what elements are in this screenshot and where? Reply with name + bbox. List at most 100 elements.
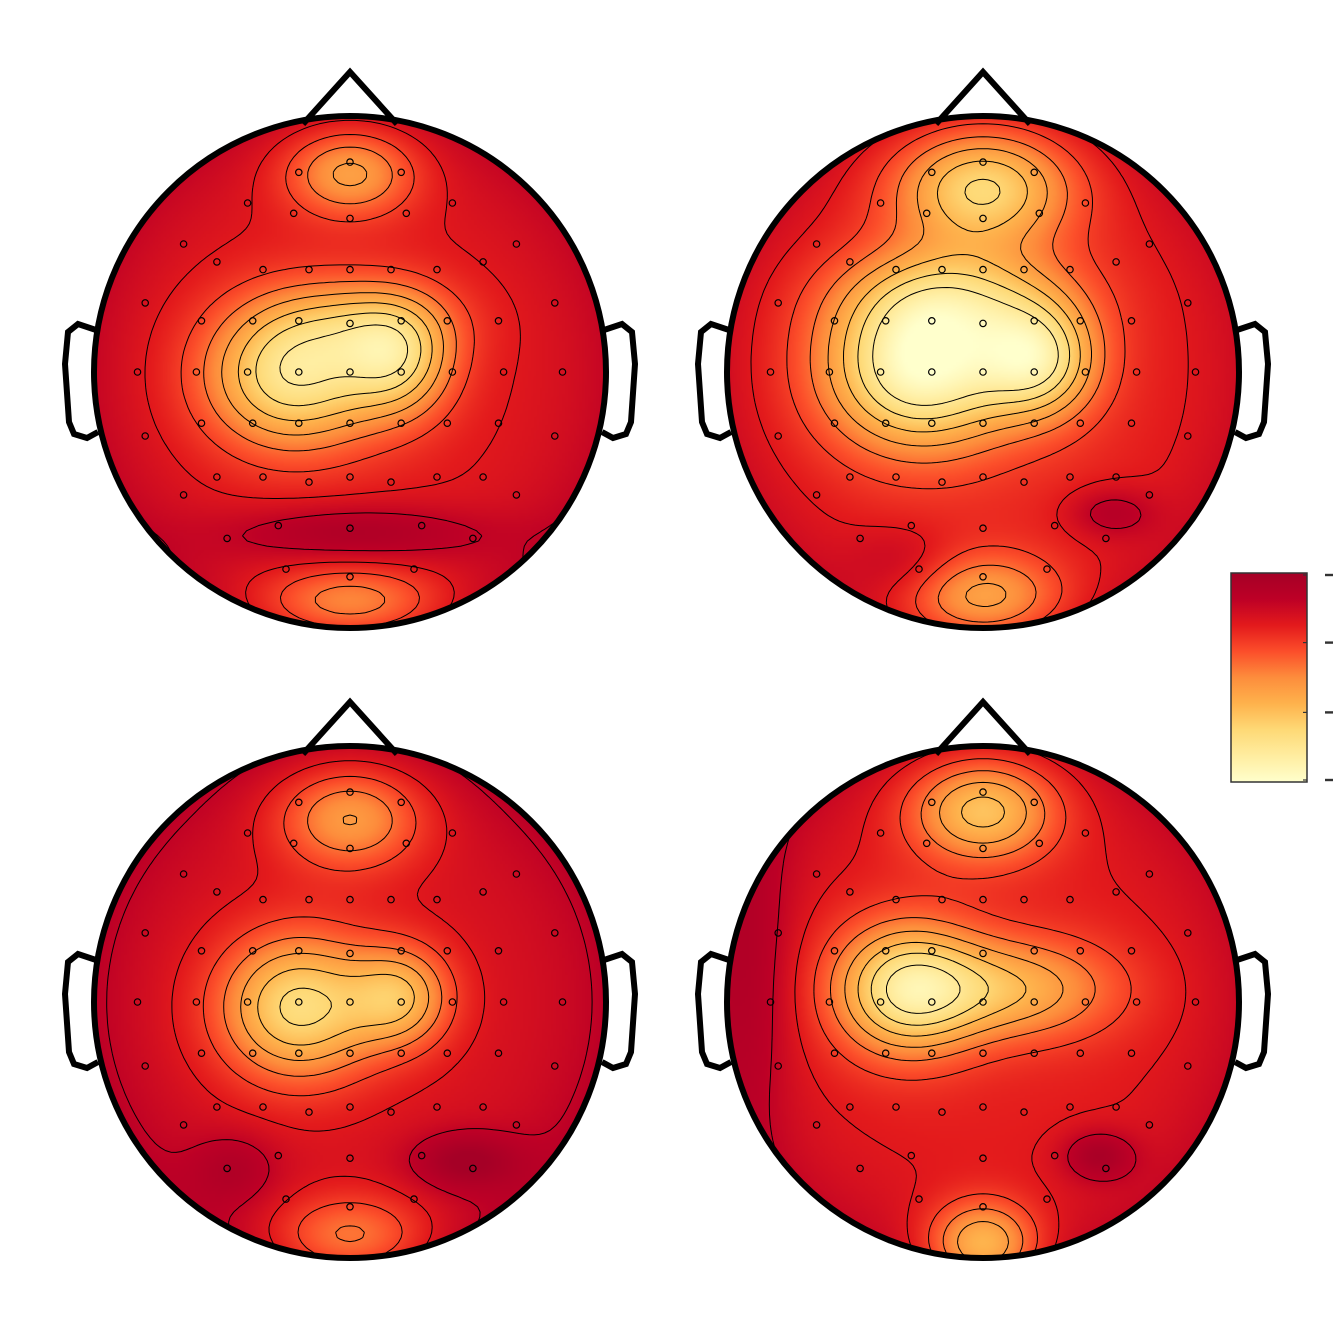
- sensor-marker: [346, 319, 354, 328]
- sensor-marker: [179, 1121, 188, 1129]
- sensor-marker: [550, 299, 559, 307]
- sensor-marker: [881, 419, 890, 428]
- sensor-marker: [1030, 368, 1039, 376]
- contour-line: [844, 781, 1064, 1258]
- sensor-marker: [346, 1049, 354, 1058]
- sensor-marker: [766, 998, 775, 1006]
- sensor-marker: [938, 265, 946, 274]
- sensor-marker: [346, 158, 354, 166]
- sensor-marker: [1184, 1062, 1192, 1070]
- sensor-marker: [346, 572, 354, 581]
- sensor-marker: [433, 265, 441, 274]
- sensor-marker: [979, 949, 987, 958]
- sensor-marker: [1145, 491, 1154, 499]
- sensor-marker: [448, 829, 457, 837]
- sensor-marker: [830, 946, 839, 955]
- sensor-marker: [927, 419, 936, 428]
- sensor-marker: [346, 419, 354, 428]
- sensor-marker: [141, 299, 150, 307]
- sensor-marker: [825, 998, 834, 1006]
- contour-line: [857, 178, 1071, 420]
- sensor-marker: [213, 473, 221, 481]
- sensor-marker: [1132, 998, 1141, 1006]
- sensor-marker: [979, 998, 987, 1006]
- sensor-marker: [1043, 1195, 1051, 1203]
- sensor-marker: [213, 1103, 221, 1111]
- sensor-marker: [243, 998, 252, 1006]
- sensor-marker: [294, 998, 303, 1006]
- sensor-marker: [1043, 565, 1051, 573]
- sensor-marker: [443, 1049, 452, 1058]
- sensor-marker: [213, 888, 221, 896]
- sensor-marker: [346, 1154, 354, 1163]
- sensor-marker: [494, 946, 503, 955]
- sensor-marker: [397, 419, 406, 428]
- sensor-marker: [410, 565, 418, 573]
- sensor-marker: [979, 214, 987, 223]
- sensor-marker: [915, 1195, 923, 1203]
- sensor-marker: [494, 1049, 503, 1058]
- sensor-marker: [479, 888, 487, 896]
- sensor-marker: [907, 521, 916, 530]
- sensor-marker: [922, 839, 931, 848]
- sensor-marker: [774, 929, 783, 937]
- sensor-marker: [346, 473, 354, 481]
- sensor-marker: [938, 478, 946, 486]
- sensor-marker: [274, 521, 283, 530]
- sensor-marker: [282, 565, 290, 573]
- sensor-marker: [1076, 1049, 1085, 1058]
- sensor-marker: [223, 1164, 231, 1173]
- sensor-marker: [133, 998, 142, 1006]
- sensor-marker: [825, 368, 834, 376]
- contour-line: [870, 952, 989, 1026]
- sensor-marker: [1081, 998, 1090, 1006]
- sensor-marker: [259, 473, 267, 481]
- right-ear-outline: [600, 320, 639, 442]
- sensor-marker: [1076, 419, 1085, 428]
- head-outline: [91, 743, 609, 1261]
- head-outline: [91, 113, 609, 631]
- sensor-marker: [469, 534, 477, 543]
- heatmap-surface: [94, 746, 606, 1258]
- sensor-marker: [294, 946, 303, 955]
- sensor-marker: [223, 534, 231, 543]
- sensor-marker: [979, 788, 987, 796]
- sensor-markers: [766, 158, 1200, 581]
- sensor-marker: [197, 419, 206, 428]
- sensor-marker: [294, 1049, 303, 1058]
- sensor-marker: [979, 1103, 987, 1111]
- sensor-marker: [197, 946, 206, 955]
- sensor-marker: [346, 949, 354, 958]
- sensor-marker: [846, 888, 854, 896]
- sensor-marker: [1102, 1164, 1110, 1173]
- sensor-marker: [402, 209, 411, 218]
- contour-line: [872, 287, 1059, 406]
- right-ear-outline: [1233, 950, 1272, 1072]
- sensor-marker: [876, 368, 885, 376]
- sensor-marker: [979, 158, 987, 166]
- sensor-marker: [812, 240, 821, 248]
- sensor-marker: [1145, 240, 1154, 248]
- sensor-marker: [289, 209, 298, 218]
- sensor-marker: [410, 1195, 418, 1203]
- sensor-marker: [346, 998, 354, 1006]
- sensor-marker: [387, 1108, 395, 1116]
- sensor-marker: [248, 946, 257, 955]
- sensor-marker: [812, 1121, 821, 1129]
- sensor-marker: [494, 316, 503, 325]
- sensor-marker: [979, 1154, 987, 1163]
- sensor-marker: [305, 265, 313, 274]
- contour-line: [279, 324, 409, 386]
- left-ear-outline: [61, 320, 100, 442]
- sensor-marker: [133, 368, 142, 376]
- colorbar: [1230, 572, 1333, 783]
- sensor-marker: [397, 368, 406, 376]
- sensor-marker: [259, 1103, 267, 1111]
- sensor-marker: [397, 798, 406, 807]
- sensor-marker: [1112, 1103, 1120, 1111]
- sensor-marker: [1030, 946, 1039, 955]
- sensor-marker: [248, 419, 257, 428]
- right-ear-outline: [600, 950, 639, 1072]
- sensor-marker: [1127, 946, 1136, 955]
